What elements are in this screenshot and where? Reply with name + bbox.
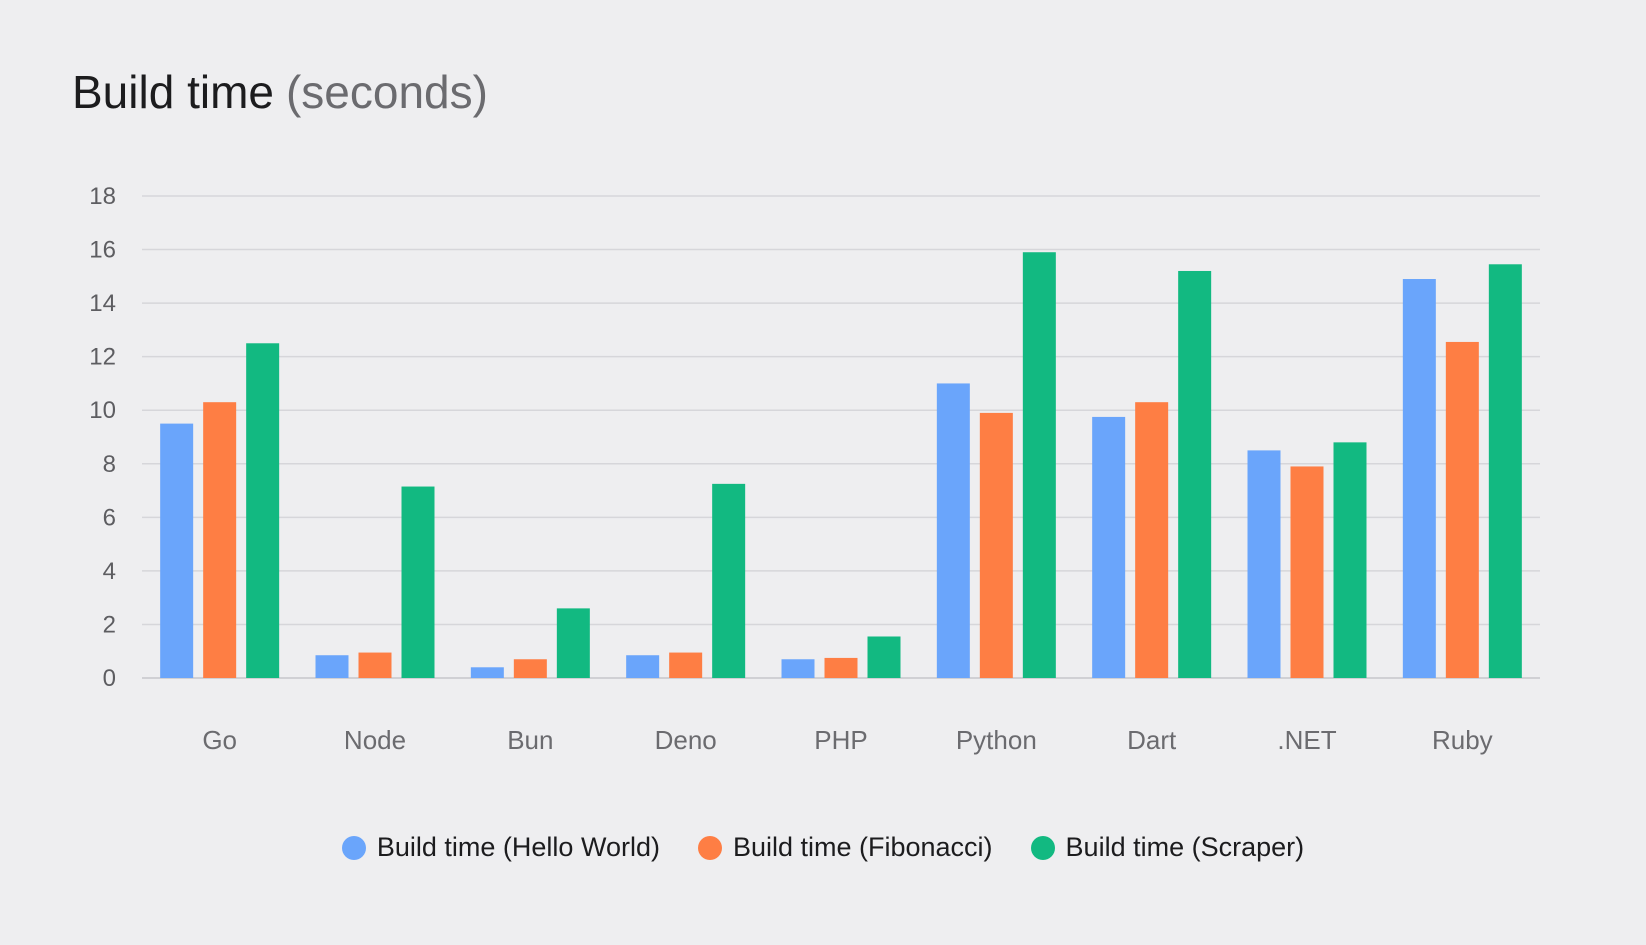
x-tick-label: Go <box>202 725 237 755</box>
legend-item: Build time (Scraper) <box>1030 832 1305 863</box>
bar-ruby-series-2 <box>1445 341 1479 678</box>
legend-label: Build time (Scraper) <box>1065 832 1305 862</box>
bar-go-series-1 <box>160 423 194 678</box>
x-tick-label: PHP <box>814 725 867 755</box>
bar-php-series-2 <box>824 657 858 678</box>
y-tick-label: 16 <box>89 237 116 264</box>
bar-deno-series-1 <box>626 655 660 678</box>
x-tick-label: Bun <box>507 725 553 755</box>
bar-layer <box>160 252 1522 678</box>
x-tick-label: Node <box>344 725 406 755</box>
y-tick-label: 6 <box>103 504 116 531</box>
bar-ruby-series-3 <box>1488 264 1522 678</box>
x-tick-label: Dart <box>1127 725 1177 755</box>
legend-swatch <box>697 835 722 860</box>
bar-node-series-1 <box>315 655 349 678</box>
legend-item: Build time (Hello World) <box>341 832 660 863</box>
bar-bun-series-2 <box>513 659 547 678</box>
bar-dart-series-1 <box>1092 416 1126 678</box>
grid-layer <box>142 195 1540 679</box>
bar-ruby-series-1 <box>1402 279 1436 678</box>
x-tick-label: Python <box>956 725 1037 755</box>
bar-dart-series-3 <box>1178 270 1212 678</box>
bar-node-series-2 <box>358 652 392 678</box>
bar-node-series-3 <box>401 486 435 678</box>
legend-label: Build time (Fibonacci) <box>732 832 993 862</box>
bar-net-series-3 <box>1333 442 1367 678</box>
y-tick-label: 2 <box>103 611 116 638</box>
y-tick-label: 12 <box>89 344 116 371</box>
x-tick-label: .NET <box>1277 725 1336 755</box>
bar-deno-series-2 <box>669 652 703 678</box>
legend-label: Build time (Hello World) <box>376 832 660 862</box>
bar-net-series-1 <box>1247 450 1281 678</box>
y-tick-label: 18 <box>89 183 116 210</box>
bar-php-series-1 <box>781 659 815 678</box>
bar-python-series-1 <box>936 383 970 678</box>
label-layer: 0 2 4 6 8 10 12 14 16 18 Go Node Bun Deno PHP Python Dar… <box>89 183 1492 755</box>
y-tick-label: 0 <box>103 665 116 692</box>
bar-dart-series-2 <box>1135 402 1169 678</box>
x-tick-label: Deno <box>655 725 717 755</box>
y-tick-label: 8 <box>103 451 116 478</box>
y-tick-label: 14 <box>89 290 116 317</box>
bar-deno-series-3 <box>712 483 746 678</box>
chart-subtitle: (seconds) <box>285 66 488 118</box>
legend: Build time (Hello World) Build time (Fibo… <box>0 832 1646 863</box>
y-tick-label: 4 <box>103 558 116 585</box>
bar-bun-series-1 <box>470 667 504 678</box>
legend-swatch <box>341 835 366 860</box>
bar-bun-series-3 <box>556 608 590 678</box>
chart-title: Build time (seconds) <box>72 62 488 122</box>
bar-net-series-2 <box>1290 466 1324 678</box>
bar-python-series-2 <box>979 412 1013 678</box>
bar-php-series-3 <box>867 636 901 678</box>
legend-swatch <box>1030 835 1055 860</box>
bar-python-series-3 <box>1022 252 1056 678</box>
y-tick-label: 10 <box>89 397 116 424</box>
bar-go-series-3 <box>246 343 280 678</box>
bar-go-series-2 <box>203 402 237 678</box>
chart-title-text: Build time <box>72 66 274 118</box>
legend-item: Build time (Fibonacci) <box>697 832 993 863</box>
x-tick-label: Ruby <box>1432 725 1493 755</box>
